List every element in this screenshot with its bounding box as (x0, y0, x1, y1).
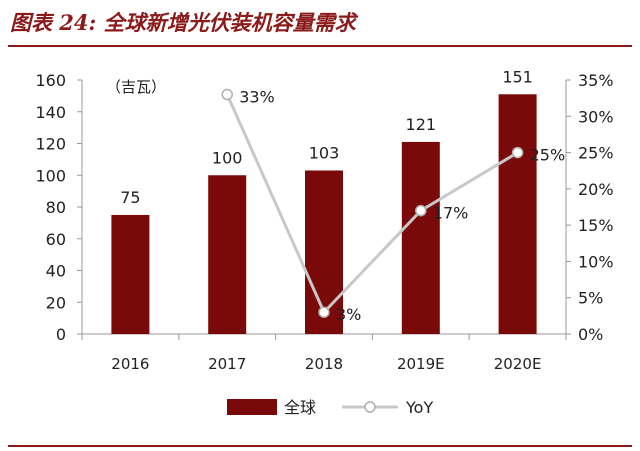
y-right-tick-label: 10% (578, 252, 614, 271)
y-left-tick-label: 120 (35, 135, 66, 154)
y-right-tick-label: 0% (578, 325, 603, 344)
figure-title: 图表 24: 全球新增光伏装机容量需求 (10, 10, 356, 35)
y-right-tick-label: 5% (578, 289, 603, 308)
bar-value-label: 151 (502, 67, 533, 86)
bar-value-label: 75 (120, 188, 140, 207)
bar-value-label: 103 (309, 143, 340, 162)
yoy-value-label: 25% (530, 146, 566, 165)
legend-swatch-marker (364, 401, 376, 413)
x-tick-label: 2016 (111, 355, 149, 373)
y-left-tick-label: 60 (46, 230, 66, 249)
y-right-tick-label: 30% (578, 107, 614, 126)
legend: 全球 YoY (227, 398, 433, 417)
yoy-value-label: 33% (239, 88, 275, 107)
y-right-tick-label: 35% (578, 71, 614, 90)
yoy-value-label: 17% (433, 204, 469, 223)
y-left-tick-label: 80 (46, 198, 66, 217)
y-right-tick-label: 15% (578, 216, 614, 235)
y-left-ticks: 0 20 40 60 80 100 120 140 160 (35, 71, 82, 344)
bottom-divider (8, 445, 632, 447)
bar-labels: 75 100 103 121 151 (120, 67, 533, 207)
yoy-point (221, 88, 233, 101)
y-right-ticks: 0% 5% 10% 15% 20% 25% 30% 35% (566, 71, 614, 344)
yoy-line (225, 93, 519, 314)
y-left-tick-label: 100 (35, 166, 66, 185)
legend-swatch-bar (227, 399, 277, 415)
x-ticks: 2016 2017 2018 2019E 2020E (81, 334, 567, 373)
plot-area: 0 20 40 60 80 100 120 140 160 0% 5% 10% 15% 20% 25% 30… (35, 67, 613, 373)
yoy-line-series (221, 88, 524, 318)
legend-label-line: YoY (405, 398, 433, 417)
x-tick-label: 2020E (494, 355, 542, 373)
legend-label-bar: 全球 (284, 398, 316, 417)
y-left-tick-label: 40 (46, 262, 66, 281)
yoy-point (511, 146, 524, 159)
x-tick-label: 2017 (208, 355, 246, 373)
x-tick-label: 2018 (305, 355, 343, 373)
y-right-tick-label: 25% (578, 144, 614, 163)
y-left-tick-label: 160 (35, 71, 66, 90)
y-left-tick-label: 0 (56, 325, 66, 344)
y-left-tick-label: 20 (46, 293, 66, 312)
unit-label: （吉瓦） (106, 78, 166, 96)
yoy-labels: 33% 3% 17% 25% (239, 88, 565, 325)
y-left-tick-label: 140 (35, 103, 66, 122)
bar-series (111, 94, 537, 334)
yoy-point (318, 306, 330, 318)
bar (111, 214, 150, 334)
yoy-value-label: 3% (336, 305, 361, 324)
bar (401, 141, 440, 334)
x-tick-label: 2019E (397, 355, 445, 373)
bar (208, 175, 247, 334)
bar (498, 94, 537, 334)
bar-value-label: 100 (212, 148, 243, 167)
bar-value-label: 121 (406, 115, 437, 134)
y-right-tick-label: 20% (578, 180, 614, 199)
yoy-point (415, 204, 427, 217)
title-divider (8, 45, 632, 47)
